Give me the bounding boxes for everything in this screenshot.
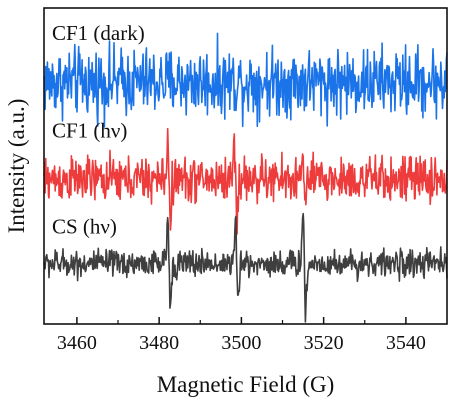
series-label-2: CS (hν) [52,214,117,238]
x-tick-label: 3520 [304,332,344,354]
series-labels-group: CF1 (dark) CF1 (hν) CS (hν) [52,21,145,239]
series-line-1 [43,127,448,235]
y-axis-title: Intensity (a.u.) [4,99,29,234]
series-label-1: CF1 (hν) [52,118,127,142]
x-tick-label: 3460 [57,332,97,354]
traces-group [43,32,448,323]
series-line-0 [43,32,448,128]
x-axis-ticks: 3460 3480 3500 3520 3540 [57,317,426,354]
series-label-0: CF1 (dark) [52,21,145,45]
x-axis-title: Magnetic Field (G) [157,372,335,397]
x-tick-label: 3540 [386,332,426,354]
x-tick-label: 3500 [221,332,261,354]
series-line-2 [43,212,448,323]
plot-frame [43,7,448,325]
x-tick-label: 3480 [139,332,179,354]
